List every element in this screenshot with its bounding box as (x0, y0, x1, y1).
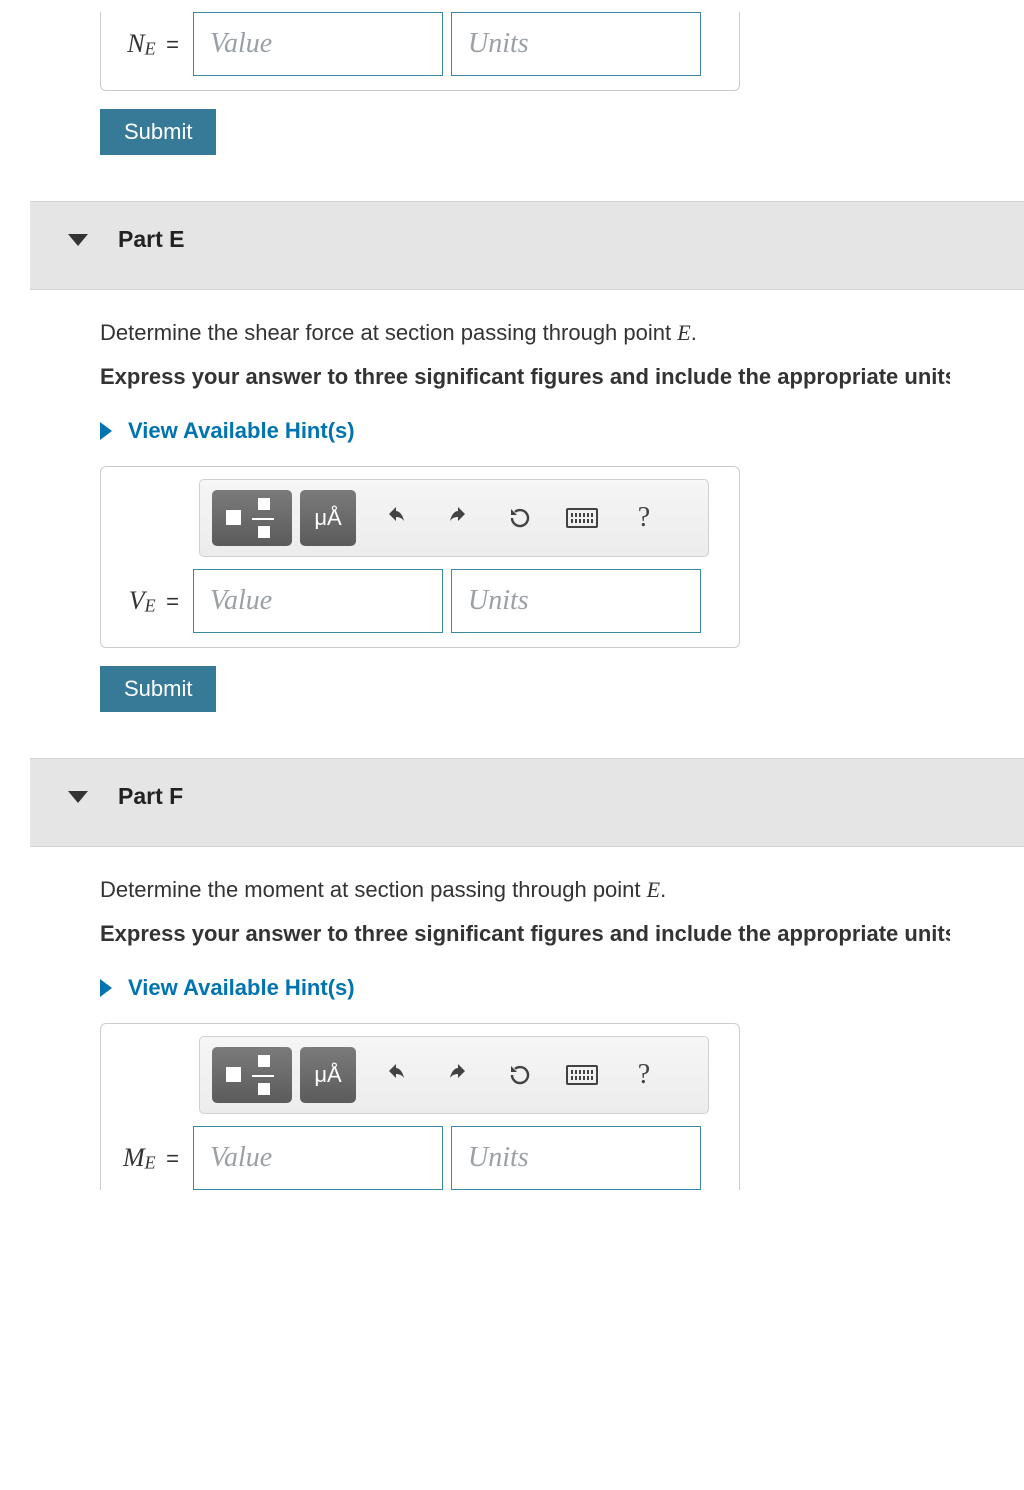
question-text-post: . (660, 877, 666, 902)
part-f-question: Determine the moment at section passing … (100, 877, 950, 903)
question-text-pre: Determine the moment at section passing … (100, 877, 647, 902)
question-text-pre: Determine the shear force at section pas… (100, 320, 677, 345)
answer-row: ME = (115, 1126, 725, 1190)
part-e-title: Part E (118, 226, 184, 253)
answer-box-d: NE = (100, 12, 740, 91)
redo-icon (446, 1063, 470, 1087)
question-var: E (647, 877, 660, 902)
question-var: E (677, 320, 690, 345)
undo-button[interactable] (374, 1053, 418, 1097)
special-chars-label: μÅ (314, 1062, 341, 1088)
value-input-ne[interactable] (193, 12, 443, 76)
toolbar-dark-group: μÅ (212, 1047, 356, 1103)
special-chars-button[interactable]: μÅ (300, 490, 356, 546)
part-f-instruction: Express your answer to three significant… (100, 921, 950, 947)
reset-button[interactable] (498, 1053, 542, 1097)
variable-label-ve: VE = (115, 586, 185, 617)
fraction-template-button[interactable] (212, 490, 292, 546)
help-button[interactable]: ? (622, 1053, 666, 1097)
chevron-right-icon (100, 979, 112, 997)
fraction-template-button[interactable] (212, 1047, 292, 1103)
question-text-post: . (691, 320, 697, 345)
part-e-header[interactable]: Part E (30, 201, 1024, 290)
undo-icon (384, 1063, 408, 1087)
variable-label-me: ME = (115, 1143, 185, 1174)
view-hints-link-f[interactable]: View Available Hint(s) (100, 975, 950, 1001)
reset-button[interactable] (498, 496, 542, 540)
help-button[interactable]: ? (622, 496, 666, 540)
submit-button-d[interactable]: Submit (100, 109, 216, 155)
answer-row: NE = (115, 12, 725, 76)
equation-toolbar-e: μÅ ? (199, 479, 709, 557)
fraction-icon (226, 500, 278, 536)
redo-button[interactable] (436, 1053, 480, 1097)
undo-button[interactable] (374, 496, 418, 540)
units-input-ne[interactable] (451, 12, 701, 76)
toolbar-dark-group: μÅ (212, 490, 356, 546)
special-chars-button[interactable]: μÅ (300, 1047, 356, 1103)
keyboard-icon (566, 1065, 598, 1085)
special-chars-label: μÅ (314, 505, 341, 531)
units-input-ve[interactable] (451, 569, 701, 633)
redo-button[interactable] (436, 496, 480, 540)
answer-box-f: μÅ ? ME = (100, 1023, 740, 1190)
part-e-question: Determine the shear force at section pas… (100, 320, 950, 346)
equation-toolbar-f: μÅ ? (199, 1036, 709, 1114)
help-icon: ? (638, 1059, 650, 1091)
keyboard-icon (566, 508, 598, 528)
keyboard-button[interactable] (560, 1053, 604, 1097)
hints-label: View Available Hint(s) (128, 418, 355, 444)
part-f-header[interactable]: Part F (30, 758, 1024, 847)
fraction-icon (226, 1057, 278, 1093)
part-e-instruction: Express your answer to three significant… (100, 364, 950, 390)
keyboard-button[interactable] (560, 496, 604, 540)
reset-icon (508, 1063, 532, 1087)
page-container: NE = Submit Part E Determine the shear f… (0, 12, 1024, 1190)
value-input-ve[interactable] (193, 569, 443, 633)
undo-icon (384, 506, 408, 530)
part-f-body: Determine the moment at section passing … (30, 847, 950, 1001)
hints-label: View Available Hint(s) (128, 975, 355, 1001)
units-input-me[interactable] (451, 1126, 701, 1190)
variable-label-ne: NE = (115, 29, 185, 60)
answer-row: VE = (115, 569, 725, 633)
chevron-right-icon (100, 422, 112, 440)
part-e-body: Determine the shear force at section pas… (30, 290, 950, 444)
value-input-me[interactable] (193, 1126, 443, 1190)
chevron-down-icon (68, 791, 88, 803)
reset-icon (508, 506, 532, 530)
part-f-title: Part F (118, 783, 183, 810)
redo-icon (446, 506, 470, 530)
help-icon: ? (638, 502, 650, 534)
chevron-down-icon (68, 234, 88, 246)
submit-button-e[interactable]: Submit (100, 666, 216, 712)
view-hints-link-e[interactable]: View Available Hint(s) (100, 418, 950, 444)
answer-box-e: μÅ ? VE = (100, 466, 740, 648)
